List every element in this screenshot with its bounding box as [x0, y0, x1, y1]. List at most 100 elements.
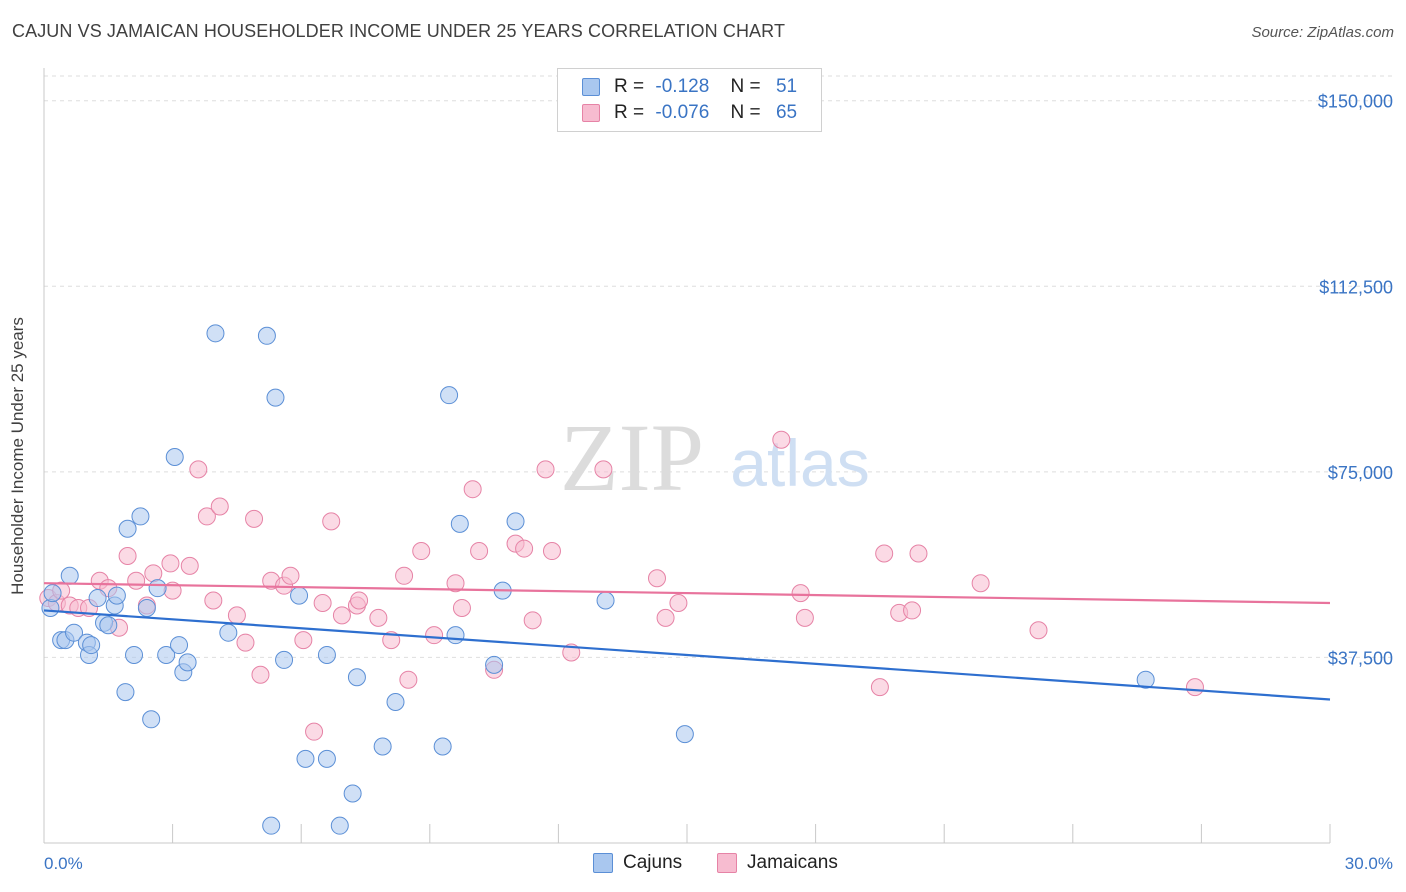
cajuns-point	[125, 645, 144, 664]
jamaicans-point	[647, 569, 666, 588]
x-tick-labels: 0.0% 30.0%	[44, 854, 1393, 873]
cajuns-point	[485, 655, 504, 674]
y-tick-label: $112,500	[1319, 277, 1393, 297]
jamaicans-swatch	[582, 104, 600, 122]
jamaicans-point	[144, 564, 163, 583]
jamaicans-point	[227, 606, 246, 625]
jamaicans-point	[332, 606, 351, 625]
cajuns-point	[266, 388, 285, 407]
cajuns-point	[82, 636, 101, 655]
jamaicans-point	[470, 542, 489, 561]
jamaicans-point	[180, 556, 199, 575]
r-value: -0.128	[655, 76, 710, 97]
jamaicans-label: Jamaicans	[747, 852, 838, 873]
y-tick-label: $37,500	[1328, 648, 1393, 668]
jamaicans-point	[395, 566, 414, 585]
cajuns-point	[446, 626, 465, 645]
jamaicans-point	[251, 665, 270, 684]
cajuns-point	[116, 683, 135, 702]
jamaicans-point	[236, 633, 255, 652]
cajuns-point	[60, 566, 79, 585]
jamaicans-point	[399, 670, 418, 689]
jamaicans-point	[161, 554, 180, 573]
jamaicans-point	[463, 480, 482, 499]
jamaicans-point	[313, 594, 332, 613]
jamaicans-point	[594, 460, 613, 479]
cajuns-point	[440, 386, 459, 405]
jamaicans-point	[425, 626, 444, 645]
jamaicans-point	[118, 546, 137, 565]
jamaicans-point	[197, 507, 216, 526]
jamaicans-point	[294, 631, 313, 650]
cajuns-point	[296, 749, 315, 768]
jamaicans-point	[903, 601, 922, 620]
cajuns-point	[290, 586, 309, 605]
jamaicans-point	[1029, 621, 1048, 640]
cajuns-point	[330, 816, 349, 835]
cajuns-point	[99, 616, 118, 635]
jamaicans-point	[523, 611, 542, 630]
cajuns-label: Cajuns	[623, 852, 683, 873]
jamaicans-point	[189, 460, 208, 479]
cajuns-point	[450, 514, 469, 533]
jamaicans-point	[245, 509, 264, 528]
jamaicans-trend-line	[43, 582, 1331, 605]
cajuns-point	[165, 448, 184, 467]
cajuns-point	[317, 749, 336, 768]
jamaicans-point	[536, 460, 555, 479]
r-value: -0.076	[655, 102, 710, 123]
cajuns-point	[142, 710, 161, 729]
cajuns-trend-line	[43, 609, 1331, 701]
y-tick-label: $75,000	[1328, 463, 1393, 483]
cajuns-point	[41, 598, 60, 617]
cajuns-point	[262, 816, 281, 835]
cajuns-point	[148, 579, 167, 598]
cajuns-point	[88, 589, 107, 608]
cajuns-point	[433, 737, 452, 756]
cajuns-point	[275, 650, 294, 669]
cajuns-point	[118, 519, 137, 538]
grid-lines	[44, 75, 1395, 658]
jamaicans-point	[791, 584, 810, 603]
chart-source: Source: ZipAtlas.com	[1251, 24, 1394, 41]
cajuns-point	[157, 645, 176, 664]
cajuns-point	[65, 623, 84, 642]
jamaicans-swatch	[717, 853, 737, 873]
jamaicans-point	[281, 566, 300, 585]
cajuns-point	[373, 737, 392, 756]
cajuns-swatch	[582, 78, 600, 96]
jamaicans-point	[452, 598, 471, 617]
y-tick-label: $150,000	[1318, 92, 1393, 112]
n-label: N =	[730, 102, 761, 123]
jamaicans-point	[210, 497, 229, 516]
jamaicans-point	[350, 591, 369, 610]
jamaicans-point	[322, 512, 341, 531]
cajuns-point	[506, 512, 525, 531]
cajuns-point	[170, 636, 189, 655]
cajuns-point	[347, 668, 366, 687]
cajuns-point	[343, 784, 362, 803]
trend-lines	[43, 582, 1331, 701]
watermark-atlas: atlas	[730, 426, 869, 500]
n-value: 51	[775, 76, 798, 97]
n-value: 65	[775, 102, 798, 123]
jamaicans-point	[305, 722, 324, 741]
jamaicans-point	[1185, 678, 1204, 697]
jamaicans-point	[772, 430, 791, 449]
jamaicans-point	[369, 608, 388, 627]
cajuns-points	[41, 324, 1155, 835]
r-label: R =	[614, 102, 645, 123]
cajuns-point	[317, 645, 336, 664]
jamaicans-point	[875, 544, 894, 563]
jamaicans-point	[870, 678, 889, 697]
x-tick-label: 0.0%	[44, 854, 83, 873]
cajuns-point	[137, 598, 156, 617]
x-tick-label: 30.0%	[1345, 854, 1393, 873]
y-tick-labels: $37,500 $75,000 $112,500 $150,000	[1318, 92, 1393, 669]
cajuns-point	[257, 326, 276, 345]
cajuns-point	[107, 586, 126, 605]
cajuns-point	[219, 623, 238, 642]
cajuns-point	[596, 591, 615, 610]
cajuns-point	[131, 507, 150, 526]
jamaicans-point	[971, 574, 990, 593]
